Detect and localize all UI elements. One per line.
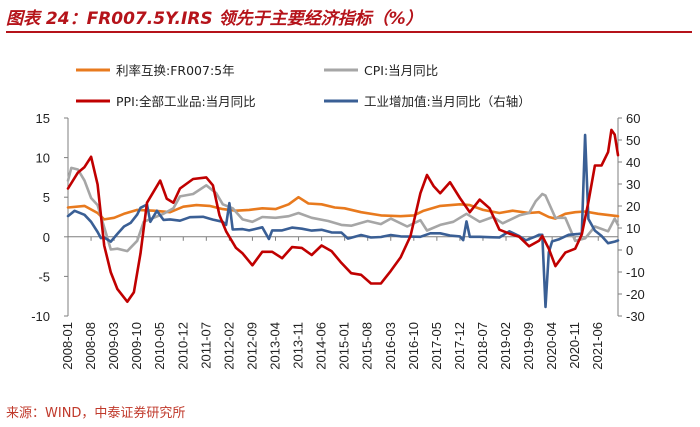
title-underline <box>6 31 692 33</box>
chart-axes: 151050-5-106050403020100-10-20-302008-01… <box>31 111 645 370</box>
series-line-2 <box>66 128 620 303</box>
legend-label: 利率互换:FR007:5年 <box>116 63 235 78</box>
series-line-0 <box>66 195 620 221</box>
legend-label: PPI:全部工业品:当月同比 <box>116 94 256 109</box>
x-tick-label: 2016-03 <box>383 322 398 370</box>
x-tick-label: 2015-01 <box>337 322 352 370</box>
legend-label: 工业增加值:当月同比（右轴） <box>364 94 531 109</box>
x-tick-label: 2009-10 <box>129 322 144 370</box>
chart-legend: 利率互换:FR007:5年 CPI:当月同比 PPI:全部工业品:当月同比 工业增加值… <box>76 63 531 109</box>
x-tick-label: 2012-02 <box>221 322 236 370</box>
left-tick-label: 15 <box>36 111 50 126</box>
right-tick-label: 10 <box>626 221 640 236</box>
x-tick-label: 2012-09 <box>244 322 259 370</box>
x-tick-label: 2016-10 <box>406 322 421 370</box>
x-tick-label: 2008-08 <box>83 322 98 370</box>
x-tick-label: 2013-11 <box>291 322 306 369</box>
x-tick-label: 2010-12 <box>175 322 190 370</box>
x-tick-label: 2018-07 <box>475 322 490 370</box>
x-tick-label: 2015-08 <box>360 322 375 370</box>
x-tick-label: 2014-06 <box>314 322 329 370</box>
chart-series <box>66 128 620 309</box>
x-tick-label: 2011-07 <box>198 322 213 369</box>
right-tick-label: 60 <box>626 111 640 126</box>
right-tick-label: -20 <box>626 287 645 302</box>
x-tick-label: 2019-02 <box>498 322 513 370</box>
left-tick-label: 0 <box>43 230 50 245</box>
right-tick-label: 50 <box>626 133 640 148</box>
series-line-1 <box>66 166 620 253</box>
x-tick-label: 2020-11 <box>567 322 582 369</box>
x-tick-label: 2010-05 <box>152 322 167 370</box>
x-tick-label: 2019-09 <box>521 322 536 370</box>
right-tick-label: 0 <box>626 243 633 258</box>
left-tick-label: 5 <box>43 190 50 205</box>
x-tick-label: 2020-04 <box>544 322 559 370</box>
right-tick-label: -30 <box>626 309 645 324</box>
right-tick-label: 30 <box>626 177 640 192</box>
left-tick-label: 10 <box>36 151 50 166</box>
x-tick-label: 2008-01 <box>60 322 75 370</box>
x-tick-label: 2017-12 <box>452 322 467 370</box>
figure-title: 图表 24：FR007.5Y.IRS 领先于主要经济指标（%） <box>6 9 423 29</box>
x-tick-label: 2013-04 <box>267 322 282 370</box>
series-line-3 <box>66 133 620 309</box>
right-tick-label: -10 <box>626 265 645 280</box>
left-tick-label: -10 <box>31 309 50 324</box>
source-note: 来源：WIND，中泰证券研究所 <box>6 406 186 421</box>
right-tick-label: 20 <box>626 199 640 214</box>
x-tick-label: 2021-06 <box>590 322 605 370</box>
legend-label: CPI:当月同比 <box>364 63 438 78</box>
x-tick-label: 2017-05 <box>429 322 444 370</box>
x-tick-label: 2009-03 <box>106 322 121 370</box>
right-tick-label: 40 <box>626 155 640 170</box>
left-tick-label: -5 <box>38 269 50 284</box>
